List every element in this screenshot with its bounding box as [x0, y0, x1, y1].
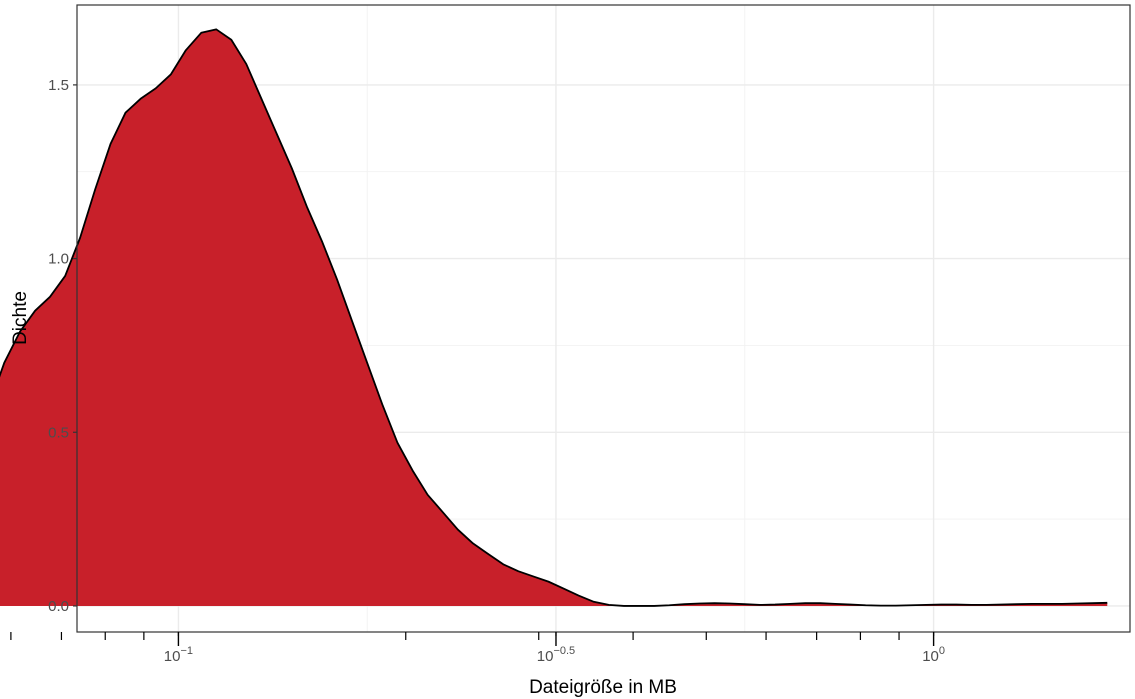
x-tick-label: 100	[922, 645, 945, 665]
x-tick-label: 10−0.5	[537, 645, 575, 665]
x-tick-label: 10−1	[164, 645, 193, 665]
x-axis: 10−1 10−0.5 100	[164, 632, 945, 665]
y-axis-title: Dichte	[10, 291, 31, 345]
density-line	[0, 28, 1108, 607]
x-axis-title: Dateigröße in MB	[529, 677, 677, 698]
y-tick-label: 0.5	[48, 424, 69, 441]
y-tick-label: 1.0	[48, 251, 69, 268]
plot-panel-border	[76, 4, 1131, 633]
y-axis: 0.0 0.5 1.0 1.5	[48, 77, 77, 615]
y-tick-label: 0.0	[48, 598, 69, 615]
density-area	[0, 29, 1108, 606]
y-tick-label: 1.5	[48, 77, 69, 94]
x-axis-minor-ticks	[10, 632, 935, 646]
